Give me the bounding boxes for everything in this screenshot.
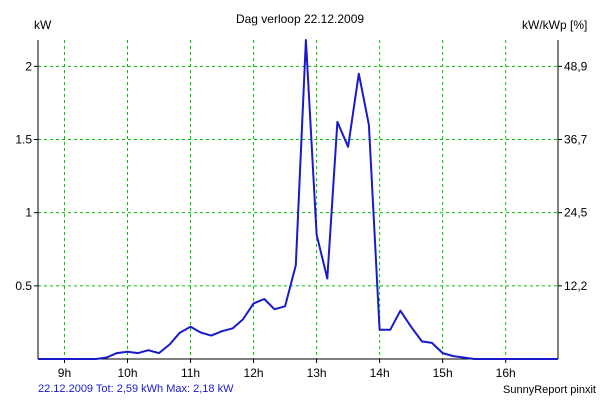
grid xyxy=(38,40,558,359)
y-axis-right-label: kW/kWp [%] xyxy=(522,18,587,32)
y-left-tick-label: 1.5 xyxy=(15,133,32,147)
x-tick-label: 12h xyxy=(244,366,264,380)
y-left-tick-label: 1 xyxy=(25,206,32,220)
y-right-tick-label: 48,9 xyxy=(564,59,588,73)
x-tick-label: 16h xyxy=(496,366,516,380)
chart-title: Dag verloop 22.12.2009 xyxy=(236,12,364,26)
y-axis-left-label: kW xyxy=(34,18,52,32)
y-left-tick-label: 2 xyxy=(25,59,32,73)
y-right-tick-label: 24,5 xyxy=(564,206,588,220)
footer-brand: SunnyReport pinxit xyxy=(503,384,596,396)
tick-labels: 9h 10h 11h 12h 13h 14h 15h 16h 0.5 12,2 1 24,5 1.5 36… xyxy=(15,59,587,380)
x-tick-label: 10h xyxy=(117,366,137,380)
y-right-tick-label: 12,2 xyxy=(564,279,588,293)
y-left-tick-label: 0.5 xyxy=(15,279,32,293)
x-tick-label: 9h xyxy=(58,366,71,380)
x-tick-label: 15h xyxy=(433,366,453,380)
y-right-tick-label: 36,7 xyxy=(564,133,588,147)
footer-summary: 22.12.2009 Tot: 2,59 kWh Max: 2,18 kW xyxy=(38,383,234,395)
x-tick-label: 13h xyxy=(307,366,327,380)
series-layer xyxy=(38,39,558,360)
series-line-power xyxy=(38,39,558,360)
x-tick-label: 14h xyxy=(370,366,390,380)
x-tick-label: 11h xyxy=(181,366,200,380)
